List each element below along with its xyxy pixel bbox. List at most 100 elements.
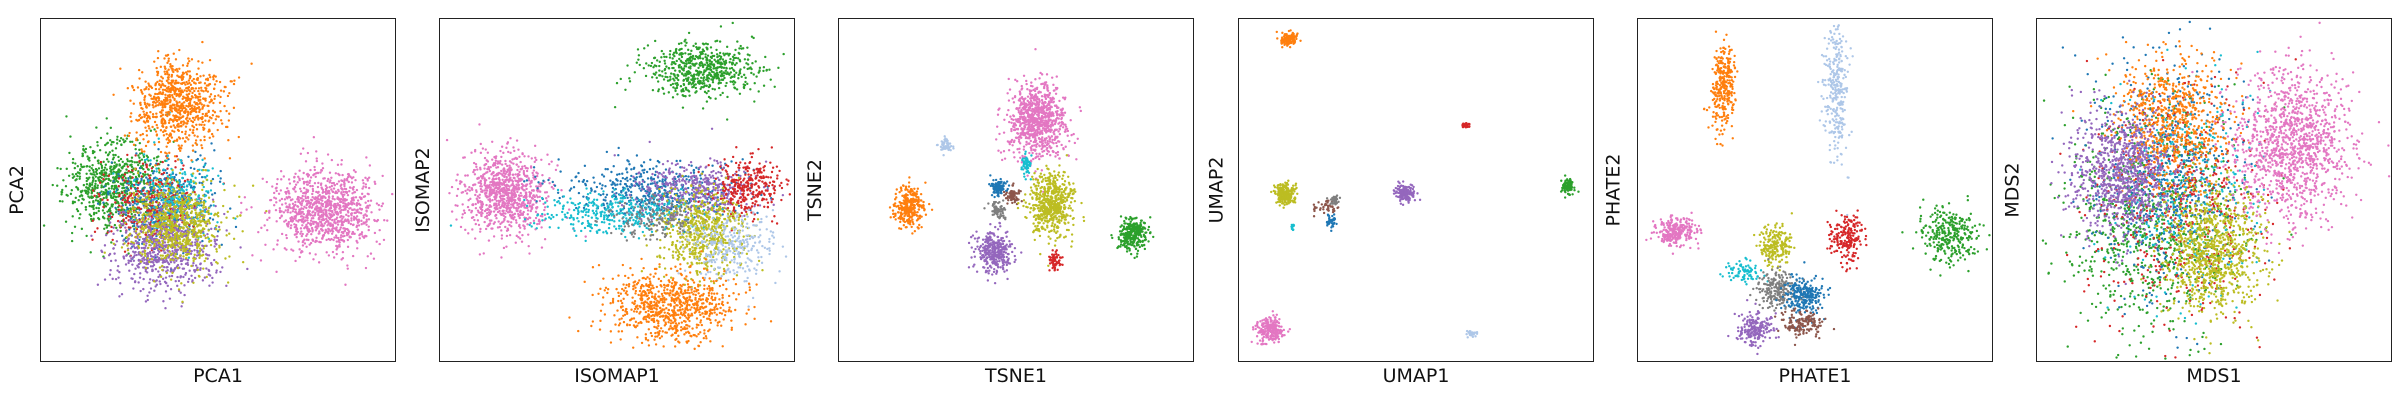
scatter-point: [58, 199, 62, 203]
scatter-point: [189, 242, 193, 245]
scatter-point: [215, 238, 219, 242]
scatter-point: [174, 242, 177, 245]
scatter-point: [166, 184, 169, 188]
scatter-point: [158, 216, 162, 219]
scatter-point: [182, 192, 185, 195]
scatter-point: [682, 74, 686, 77]
scatter-point: [199, 101, 202, 104]
scatter-point: [218, 80, 222, 84]
scatter-point: [105, 168, 109, 171]
scatter-point: [172, 124, 175, 127]
scatter-point: [198, 216, 201, 219]
scatter-point: [134, 175, 138, 179]
scatter-point: [193, 101, 196, 104]
scatter-point: [102, 177, 105, 181]
scatter-point: [276, 243, 279, 246]
scatter-point: [317, 190, 320, 194]
scatter-point: [178, 241, 182, 244]
scatter-point: [153, 242, 156, 246]
scatter-point: [356, 247, 359, 250]
scatter-point: [164, 276, 168, 279]
scatter-point: [352, 169, 356, 172]
scatter-point: [298, 208, 301, 211]
scatter-point: [81, 197, 84, 201]
scatter-point: [343, 187, 346, 190]
scatter-point: [179, 149, 182, 153]
scatter-point: [102, 173, 105, 176]
scatter-point: [205, 220, 209, 223]
scatter-point: [161, 92, 164, 96]
scatter-point: [193, 118, 196, 122]
scatter-point: [320, 213, 324, 217]
scatter-point: [179, 259, 183, 263]
scatter-point: [185, 89, 189, 93]
scatter-point: [327, 232, 330, 235]
scatter-point: [174, 118, 177, 122]
scatter-point: [100, 190, 103, 193]
scatter-point: [167, 78, 170, 81]
scatter-point: [340, 214, 343, 218]
scatter-point: [138, 238, 141, 242]
scatter-point: [157, 137, 160, 140]
scatter-point: [156, 223, 160, 226]
scatter-point: [383, 219, 386, 222]
scatter-point: [158, 280, 161, 283]
scatter-point: [300, 210, 303, 214]
scatter-point: [137, 199, 140, 202]
scatter-point: [324, 220, 328, 224]
scatter-point: [196, 114, 200, 118]
scatter-point: [175, 100, 178, 103]
scatter-point: [210, 263, 214, 266]
scatter-point: [142, 231, 145, 234]
scatter-point: [78, 177, 81, 180]
scatter-point: [147, 241, 151, 244]
scatter-point: [208, 95, 212, 98]
scatter-point: [226, 281, 230, 284]
scatter-point: [202, 165, 205, 169]
scatter-point: [208, 240, 211, 243]
scatter-point: [65, 115, 68, 118]
scatter-point: [166, 182, 169, 185]
scatter-point: [182, 75, 185, 79]
scatter-point: [133, 202, 136, 205]
panel-1-scatter: [42, 40, 394, 310]
scatter-point: [301, 240, 305, 244]
scatter-point: [95, 168, 99, 172]
scatter-point: [326, 215, 329, 218]
scatter-point: [113, 177, 117, 181]
scatter-point: [369, 199, 373, 202]
scatter-point: [160, 120, 164, 123]
scatter-point: [171, 171, 174, 174]
scatter-point: [109, 126, 112, 130]
scatter-point: [151, 221, 154, 224]
scatter-point: [299, 215, 303, 218]
scatter-point: [135, 138, 138, 142]
scatter-point: [152, 280, 156, 283]
scatter-point: [175, 220, 179, 223]
scatter-point: [209, 204, 213, 207]
scatter-point: [197, 213, 200, 217]
scatter-point: [85, 183, 89, 186]
scatter-point: [178, 67, 181, 71]
scatter-point: [114, 259, 117, 262]
scatter-point: [350, 181, 354, 184]
scatter-point: [367, 176, 371, 179]
scatter-point: [153, 206, 156, 209]
scatter-point: [125, 216, 128, 220]
scatter-point: [179, 168, 183, 171]
scatter-point: [128, 269, 131, 272]
scatter-point: [175, 186, 179, 189]
scatter-point: [166, 156, 169, 160]
scatter-point: [102, 196, 106, 200]
scatter-point: [84, 205, 88, 209]
scatter-point: [140, 90, 143, 94]
scatter-point: [88, 169, 91, 172]
scatter-point: [714, 60, 718, 63]
scatter-point: [197, 67, 200, 70]
scatter-point: [178, 171, 182, 175]
scatter-point: [146, 294, 149, 297]
scatter-point: [101, 198, 104, 201]
scatter-point: [180, 212, 184, 216]
scatter-point: [152, 225, 155, 228]
scatter-point: [615, 81, 619, 85]
